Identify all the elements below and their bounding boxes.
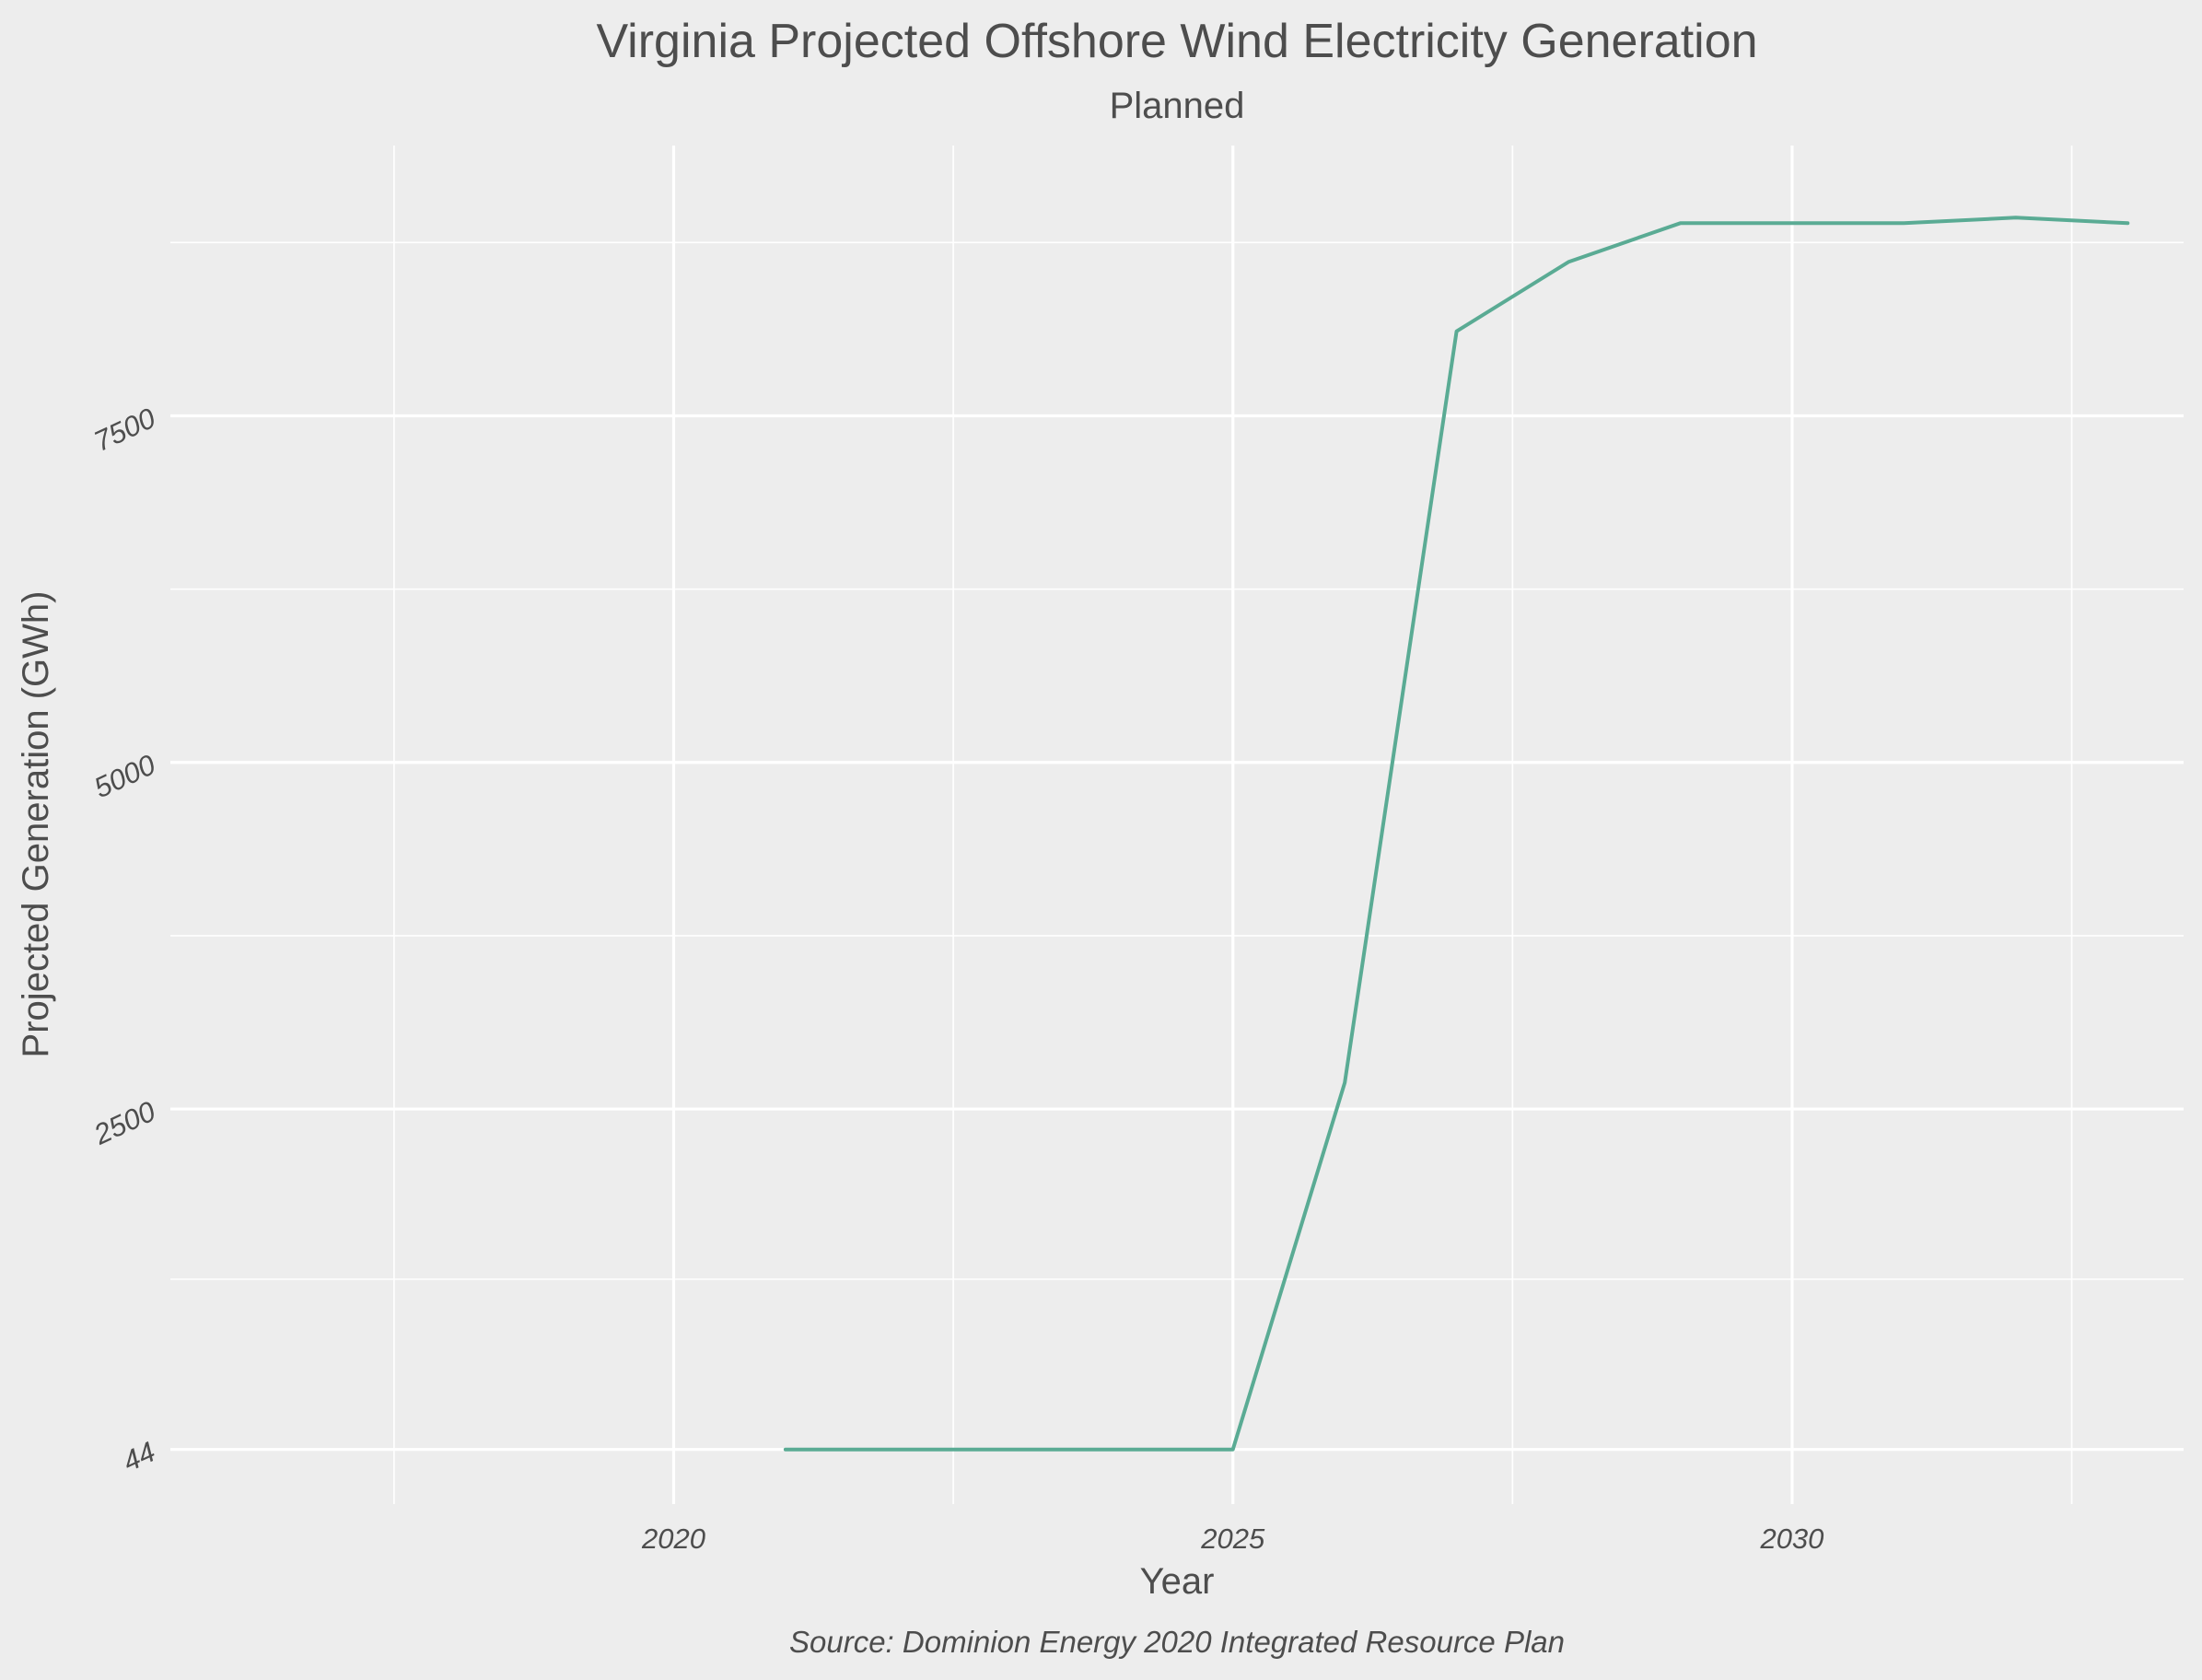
- x-tick-label: 2020: [641, 1522, 705, 1555]
- y-tick-label: 2500: [88, 1095, 160, 1151]
- source-caption: Source: Dominion Energy 2020 Integrated …: [789, 1625, 1565, 1659]
- chart-title: Virginia Projected Offshore Wind Electri…: [596, 15, 1757, 68]
- chart-subtitle: Planned: [1110, 86, 1245, 126]
- x-tick-label: 2025: [1200, 1522, 1265, 1555]
- x-tick-label: 2030: [1759, 1522, 1823, 1555]
- y-tick-label: 5000: [89, 748, 160, 804]
- y-tick-label: 44: [118, 1435, 160, 1477]
- y-tick-label: 7500: [89, 402, 160, 458]
- minor-gridlines: [170, 146, 2184, 1504]
- major-gridlines: [170, 146, 2184, 1504]
- x-axis-title: Year: [1140, 1561, 1215, 1602]
- x-tick-labels: 2020 2025 2030: [641, 1522, 1823, 1555]
- series-line: [783, 216, 2130, 1452]
- y-tick-labels: 44 2500 5000 7500: [88, 402, 160, 1477]
- y-axis-title: Projected Generation (GWh): [16, 591, 56, 1058]
- plot-panel: [170, 146, 2184, 1504]
- series-layer: [783, 216, 2130, 1452]
